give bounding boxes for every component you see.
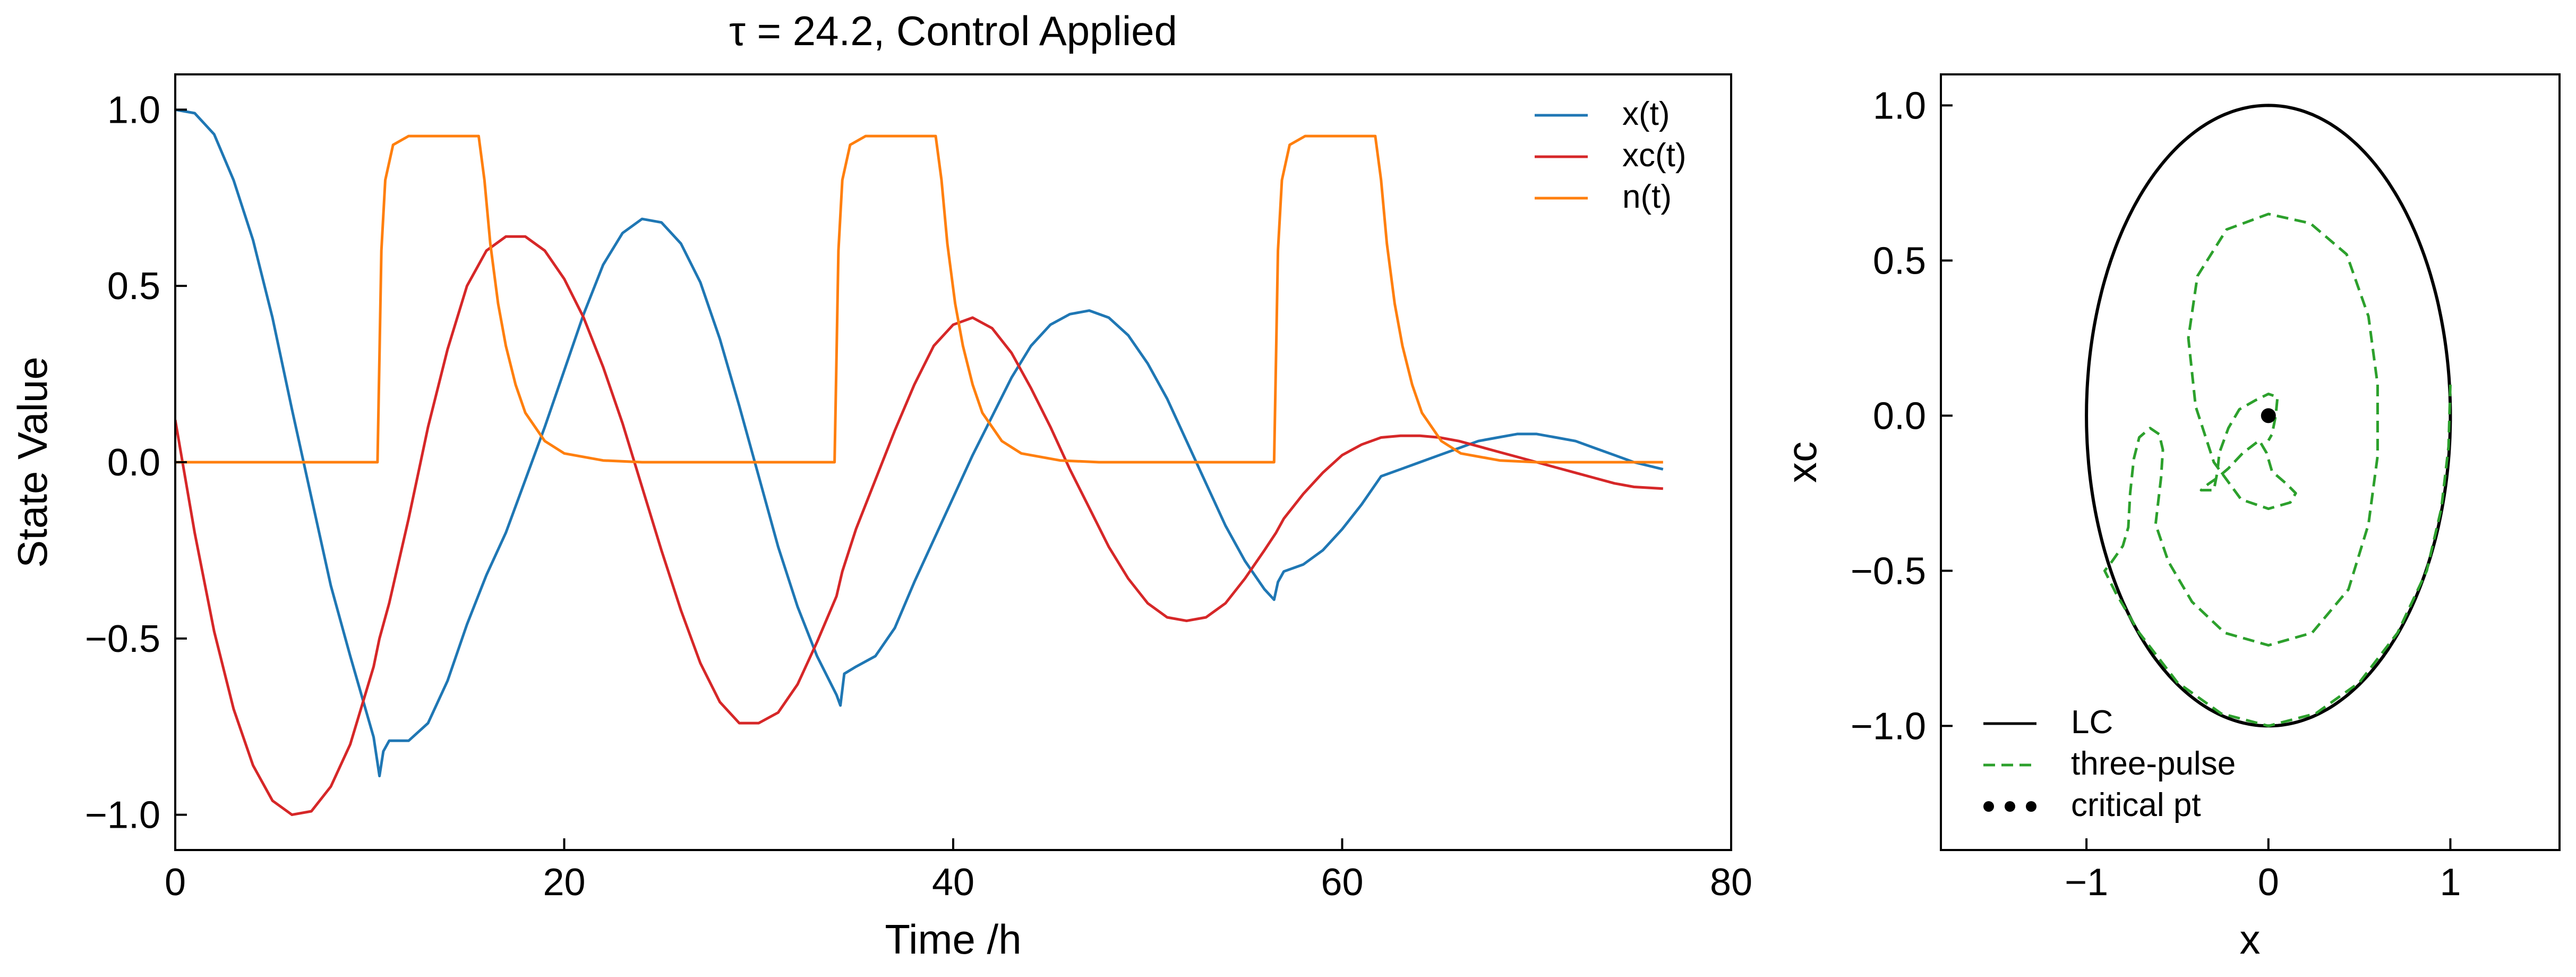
phase-plane-lines: [2085, 104, 2452, 728]
legend-critical-pt-label: critical pt: [2071, 787, 2201, 823]
series-xc-t: [175, 235, 1663, 817]
time-series-plot-frame: [174, 73, 1732, 851]
time-series-xtick-label: 20: [543, 861, 585, 904]
phase-plane-xtick-label: 1: [2440, 861, 2461, 904]
time-series-ylabel: State Value: [9, 356, 56, 568]
phase-plane-ylabel: xc: [1778, 441, 1825, 483]
phase-plane-plot-frame: [1940, 73, 2561, 851]
legend-critical-pt-swatch: [1983, 801, 1994, 812]
legend-x-t-label: x(t): [1622, 96, 1670, 132]
phase-plane-ytick-label: −1.0: [1851, 705, 1926, 747]
time-series-xtick-label: 40: [932, 861, 974, 904]
phase-plane-xtick-label: 0: [2258, 861, 2279, 904]
series-x-t: [175, 108, 1664, 778]
time-series-ytick-label: 1.0: [107, 89, 160, 131]
time-series-ytick-label: −1.0: [85, 794, 160, 837]
time-series-lines: [175, 108, 1664, 817]
legend-xc-t-label: xc(t): [1622, 137, 1687, 174]
legend-critical-pt-swatch: [2026, 801, 2036, 812]
time-series-xtick-label: 80: [1710, 861, 1752, 904]
time-series-ytick-label: −0.5: [85, 618, 160, 660]
legend-lc-label: LC: [2071, 704, 2113, 741]
legend-n-t-label: n(t): [1622, 179, 1672, 215]
time-series-ytick-label: 0.0: [107, 441, 160, 484]
time-series-panel: τ = 24.2, Control Applied 0 20 40 60 80 −1.0 −…: [9, 7, 1752, 963]
phase-plane-legend: LC three-pulse critical pt: [1983, 704, 2236, 823]
chart-title: τ = 24.2, Control Applied: [729, 7, 1177, 54]
time-series-xlabel: Time /h: [885, 916, 1021, 963]
phase-plane-ytick-label: −0.5: [1851, 550, 1926, 592]
phase-plane-series-area: [2085, 104, 2452, 728]
legend-three-pulse-label: three-pulse: [2071, 745, 2236, 782]
series-three-pulse: [2103, 213, 2452, 727]
phase-plane-ticks: −1 0 1 −1.0 −0.5 0.0 0.5 1.0: [1851, 84, 2461, 904]
time-series-xtick-label: 0: [165, 861, 186, 904]
phase-plane-ytick-label: 1.0: [1873, 84, 1926, 127]
legend-critical-pt-swatch: [2005, 801, 2015, 812]
phase-plane-ytick-label: 0.0: [1873, 395, 1926, 437]
time-series-xtick-label: 60: [1321, 861, 1363, 904]
series-n-t: [175, 134, 1663, 464]
time-series-ticks: 0 20 40 60 80 −1.0 −0.5 0.0 0.5 1.0: [85, 89, 1752, 904]
time-series-legend: x(t) xc(t) n(t): [1535, 96, 1687, 215]
time-series-ytick-label: 0.5: [107, 265, 160, 308]
phase-plane-xlabel: x: [2240, 916, 2261, 963]
phase-plane-xtick-label: −1: [2065, 861, 2108, 904]
time-series-series-area: [175, 108, 1664, 817]
phase-plane-ytick-label: 0.5: [1873, 240, 1926, 282]
phase-plane-panel: −1 0 1 −1.0 −0.5 0.0 0.5 1.0 x xc LC three-pulse…: [1778, 73, 2561, 963]
series-lc: [2085, 104, 2452, 728]
series-critical-pt-point: [2261, 408, 2276, 423]
